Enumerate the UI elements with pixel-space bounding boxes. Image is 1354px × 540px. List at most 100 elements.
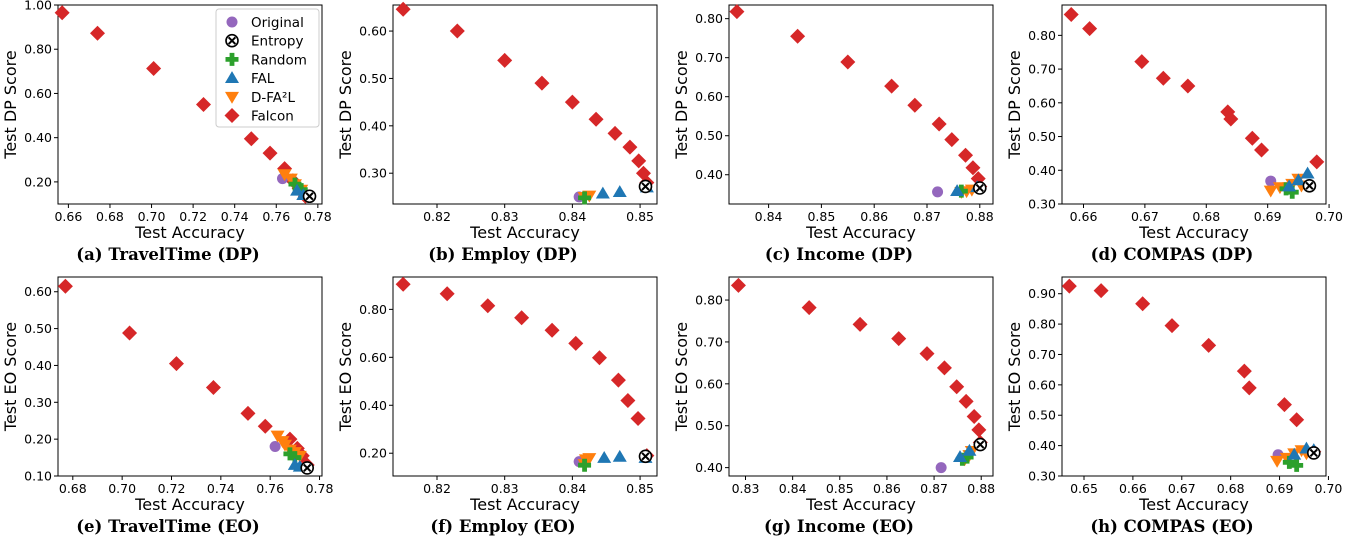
- data-layer: [1063, 6, 1325, 199]
- falcon-point: [729, 4, 745, 20]
- falcon-point: [1134, 54, 1150, 70]
- y-axis-label: Test EO Score: [672, 322, 691, 432]
- y-tick-label: 0.90: [1028, 286, 1056, 301]
- subplot-8: 0.65 0.66 0.67 0.68 0.69 0.70 0.30 0.40 0.50 0.60…: [1005, 276, 1343, 536]
- d-fa-l-point: [277, 169, 292, 182]
- y-tick-label: 0.80: [695, 11, 723, 26]
- falcon-point: [622, 139, 638, 155]
- falcon-point: [631, 153, 647, 169]
- fal-point: [1300, 166, 1315, 179]
- falcon-point: [790, 28, 806, 44]
- data-layer: [729, 4, 988, 199]
- falcon-point: [243, 131, 259, 147]
- falcon-point: [1223, 111, 1239, 127]
- entropy-marker-cross: [975, 183, 984, 193]
- plot-frame: [1061, 276, 1327, 477]
- subplot-7: 0.83 0.84 0.85 0.86 0.87 0.88 0.40 0.50 0.60 0.70…: [672, 276, 995, 536]
- falcon-point: [1180, 78, 1196, 94]
- x-tick-label: 0.82: [423, 209, 451, 224]
- y-tick-label: 0.50: [1028, 129, 1056, 144]
- falcon-point: [1135, 296, 1151, 312]
- subplot-caption: (b) Employ (DP): [428, 245, 577, 264]
- x-tick-label: 0.86: [860, 209, 888, 224]
- falcon-point: [568, 335, 584, 351]
- falcon-point: [840, 54, 856, 70]
- fal-point: [612, 449, 627, 462]
- falcon-point: [54, 5, 70, 21]
- entropy-point: [1302, 178, 1317, 193]
- entropy-point: [302, 189, 317, 204]
- falcon-point: [1201, 337, 1217, 353]
- entropy-marker-cross: [303, 463, 312, 473]
- falcon-point: [1093, 283, 1109, 299]
- x-tick-label: 0.84: [755, 209, 783, 224]
- y-axis-label: Test DP Score: [1005, 50, 1024, 159]
- falcon-point: [884, 78, 900, 94]
- data-layer: [395, 276, 655, 472]
- entropy-point: [1306, 446, 1321, 460]
- falcon-point: [630, 410, 646, 426]
- x-tick-label: 0.86: [873, 481, 901, 496]
- y-tick-label: 0.60: [695, 89, 723, 104]
- entropy-point: [973, 437, 988, 452]
- x-tick-label: 0.68: [1217, 481, 1245, 496]
- y-tick-label: 0.50: [359, 71, 387, 86]
- y-tick-label: 0.60: [24, 284, 52, 299]
- subplot-1: 0.66 0.68 0.70 0.72 0.74 0.76 0.78 0.20 0.40 0.60…: [1, 0, 332, 264]
- legend: Original Entropy Random FAL D-FA²L Falcon: [215, 8, 320, 128]
- x-axis-label: Test Accuracy: [134, 495, 245, 514]
- y-tick-label: 0.20: [24, 432, 52, 447]
- x-tick-label: 0.87: [920, 481, 948, 496]
- y-tick-label: 0.20: [24, 174, 52, 189]
- d-fa-l-point: [1270, 455, 1285, 468]
- y-tick-label: 0.60: [695, 376, 723, 391]
- y-tick-label: 0.10: [24, 469, 52, 484]
- subplot-caption: (a) TravelTime (DP): [76, 245, 259, 264]
- legend-box: [215, 8, 320, 128]
- y-tick-label: 0.30: [1028, 469, 1056, 484]
- x-tick-label: 0.84: [779, 481, 807, 496]
- x-tick-label: 0.67: [1168, 481, 1196, 496]
- x-tick-label: 0.82: [423, 481, 451, 496]
- falcon-point: [936, 360, 952, 376]
- y-tick-label: 0.40: [359, 118, 387, 133]
- entropy-marker-cross: [641, 452, 650, 461]
- random-point: [578, 458, 592, 472]
- data-layer: [730, 277, 988, 474]
- y-tick-label: 0.70: [695, 334, 723, 349]
- entropy-point: [638, 449, 653, 464]
- x-tick-label: 0.70: [1315, 209, 1343, 224]
- fal-point: [595, 186, 610, 199]
- x-tick-label: 0.83: [732, 481, 760, 496]
- x-tick-label: 0.78: [306, 481, 334, 496]
- x-tick-label: 0.85: [807, 209, 835, 224]
- x-tick-label: 0.70: [1315, 481, 1343, 496]
- legend-marker-d-fa-l: [225, 91, 239, 104]
- falcon-point: [852, 316, 868, 332]
- falcon-point: [919, 346, 935, 362]
- y-tick-label: 0.40: [24, 358, 52, 373]
- x-tick-label: 0.66: [54, 209, 82, 224]
- x-axis-label: Test Accuracy: [1138, 495, 1249, 514]
- falcon-point: [1155, 70, 1171, 86]
- y-tick-label: 0.40: [359, 398, 387, 413]
- fal-point: [1291, 173, 1306, 186]
- falcon-point: [240, 405, 256, 421]
- y-tick-label: 0.40: [24, 130, 52, 145]
- falcon-point: [262, 145, 278, 161]
- legend-label: Original: [251, 15, 304, 31]
- y-tick-label: 0.40: [1028, 438, 1056, 453]
- original-point: [1265, 175, 1277, 187]
- y-tick-label: 0.60: [359, 24, 387, 39]
- plot-frame: [57, 276, 323, 477]
- x-tick-label: 0.72: [179, 209, 207, 224]
- x-axis-label: Test Accuracy: [469, 495, 580, 514]
- data-layer: [57, 278, 315, 475]
- falcon-point: [966, 409, 982, 425]
- plot-frame: [392, 4, 658, 205]
- entropy-point: [972, 181, 987, 195]
- y-tick-label: 0.70: [1028, 62, 1056, 77]
- x-axis-label: Test Accuracy: [805, 223, 916, 242]
- falcon-point: [122, 325, 138, 341]
